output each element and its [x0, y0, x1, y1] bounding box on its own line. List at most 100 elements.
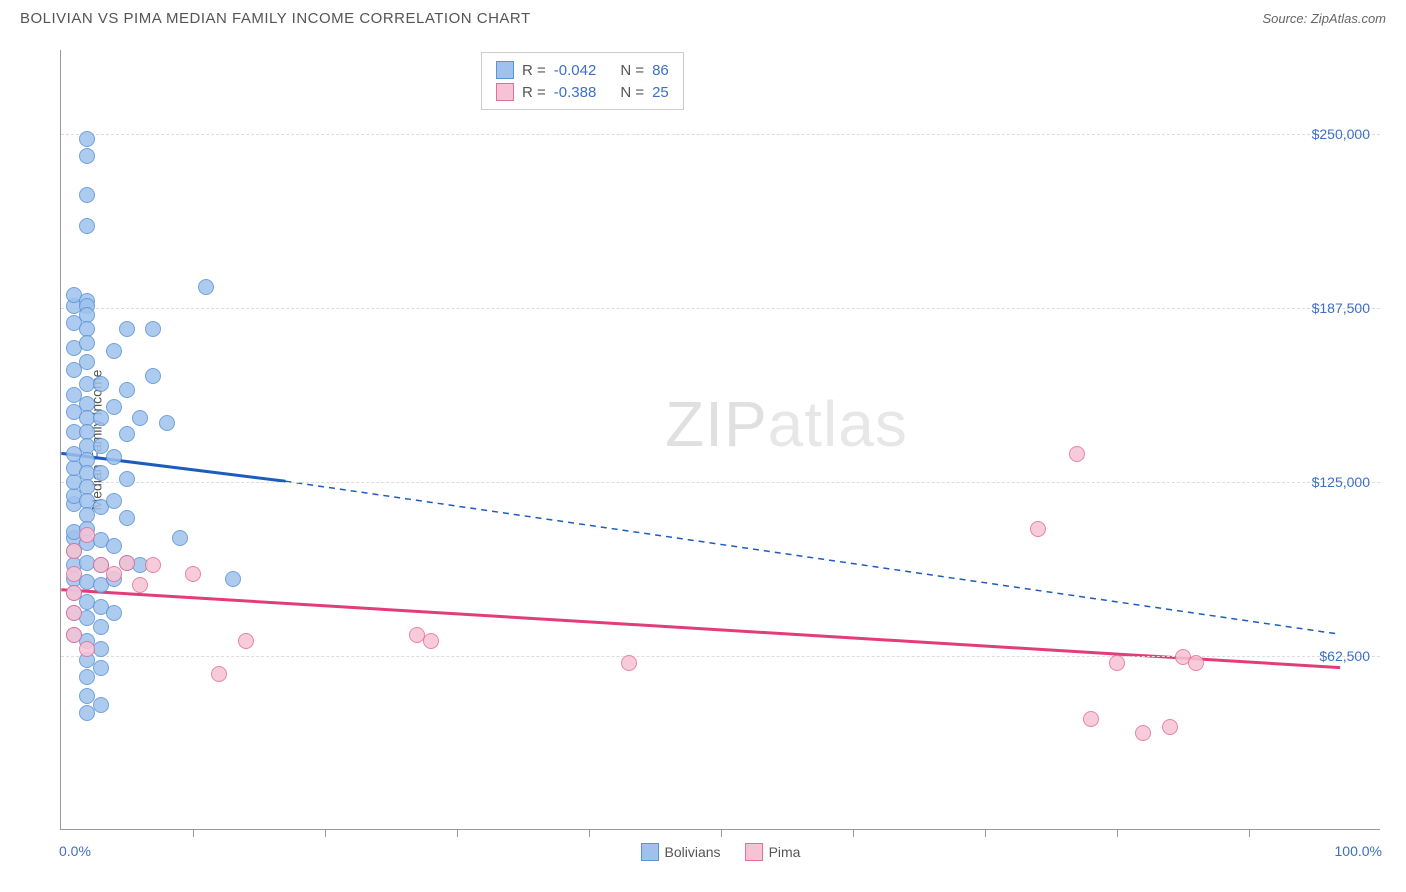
data-point — [93, 410, 109, 426]
data-point — [132, 577, 148, 593]
data-point — [79, 641, 95, 657]
data-point — [119, 510, 135, 526]
data-point — [1135, 725, 1151, 741]
data-point — [79, 335, 95, 351]
data-point — [93, 697, 109, 713]
data-point — [106, 399, 122, 415]
chart-source: Source: ZipAtlas.com — [1262, 11, 1386, 26]
gridline — [61, 308, 1380, 309]
data-point — [79, 187, 95, 203]
data-point — [119, 321, 135, 337]
x-tick — [985, 829, 986, 837]
data-point — [1162, 719, 1178, 735]
data-point — [93, 465, 109, 481]
watermark: ZIPatlas — [665, 387, 908, 461]
data-point — [145, 368, 161, 384]
data-point — [132, 410, 148, 426]
data-point — [1188, 655, 1204, 671]
data-point — [198, 279, 214, 295]
data-point — [1083, 711, 1099, 727]
r-label-0: R = — [522, 62, 546, 79]
data-point — [66, 585, 82, 601]
n-value-0: 86 — [652, 62, 669, 79]
data-point — [93, 376, 109, 392]
data-point — [93, 619, 109, 635]
data-point — [159, 415, 175, 431]
x-tick — [853, 829, 854, 837]
data-point — [119, 471, 135, 487]
r-value-0: -0.042 — [554, 62, 597, 79]
y-tick-label: $62,500 — [1319, 648, 1370, 664]
x-tick — [1117, 829, 1118, 837]
data-point — [79, 354, 95, 370]
data-point — [106, 538, 122, 554]
legend-swatch-bolivians — [641, 843, 659, 861]
legend-label-bolivians: Bolivians — [665, 844, 721, 860]
data-point — [1030, 521, 1046, 537]
legend-stat-row-pima: R = -0.388 N = 25 — [496, 81, 669, 103]
x-tick — [589, 829, 590, 837]
gridline — [61, 482, 1380, 483]
data-point — [106, 566, 122, 582]
x-axis-max-label: 100.0% — [1335, 843, 1382, 859]
chart-container: BOLIVIAN VS PIMA MEDIAN FAMILY INCOME CO… — [10, 10, 1396, 882]
data-point — [79, 218, 95, 234]
y-tick-label: $187,500 — [1312, 300, 1370, 316]
data-point — [225, 571, 241, 587]
data-point — [79, 131, 95, 147]
data-point — [119, 555, 135, 571]
x-tick — [1249, 829, 1250, 837]
legend-item-bolivians: Bolivians — [641, 843, 721, 861]
gridline — [61, 134, 1380, 135]
y-tick-label: $250,000 — [1312, 126, 1370, 142]
data-point — [211, 666, 227, 682]
data-point — [66, 627, 82, 643]
data-point — [1069, 446, 1085, 462]
data-point — [66, 543, 82, 559]
data-point — [1109, 655, 1125, 671]
n-value-1: 25 — [652, 84, 669, 101]
data-point — [238, 633, 254, 649]
y-tick-label: $125,000 — [1312, 474, 1370, 490]
r-value-1: -0.388 — [554, 84, 597, 101]
chart-header: BOLIVIAN VS PIMA MEDIAN FAMILY INCOME CO… — [10, 10, 1396, 35]
watermark-zip: ZIP — [665, 388, 768, 460]
data-point — [106, 493, 122, 509]
x-tick — [457, 829, 458, 837]
x-tick — [721, 829, 722, 837]
legend-stats: R = -0.042 N = 86 R = -0.388 N = 25 — [481, 52, 684, 110]
n-label-1: N = — [620, 84, 644, 101]
data-point — [185, 566, 201, 582]
plot-area: ZIPatlas Median Family Income R = -0.042… — [60, 50, 1380, 830]
data-point — [119, 426, 135, 442]
data-point — [145, 557, 161, 573]
swatch-bolivians — [496, 61, 514, 79]
data-point — [93, 660, 109, 676]
watermark-atlas: atlas — [768, 388, 908, 460]
trend-lines — [61, 50, 1380, 829]
swatch-pima — [496, 83, 514, 101]
x-tick — [325, 829, 326, 837]
data-point — [145, 321, 161, 337]
n-label-0: N = — [620, 62, 644, 79]
legend-item-pima: Pima — [745, 843, 801, 861]
x-tick — [193, 829, 194, 837]
data-point — [172, 530, 188, 546]
data-point — [106, 343, 122, 359]
data-point — [66, 605, 82, 621]
data-point — [119, 382, 135, 398]
legend-label-pima: Pima — [769, 844, 801, 860]
r-label-1: R = — [522, 84, 546, 101]
data-point — [106, 449, 122, 465]
x-axis-min-label: 0.0% — [59, 843, 91, 859]
data-point — [66, 566, 82, 582]
data-point — [79, 527, 95, 543]
data-point — [93, 438, 109, 454]
legend-swatch-pima — [745, 843, 763, 861]
chart-title: BOLIVIAN VS PIMA MEDIAN FAMILY INCOME CO… — [20, 10, 531, 27]
data-point — [621, 655, 637, 671]
data-point — [423, 633, 439, 649]
legend-bottom: Bolivians Pima — [641, 843, 801, 861]
data-point — [106, 605, 122, 621]
legend-stat-row-bolivians: R = -0.042 N = 86 — [496, 59, 669, 81]
